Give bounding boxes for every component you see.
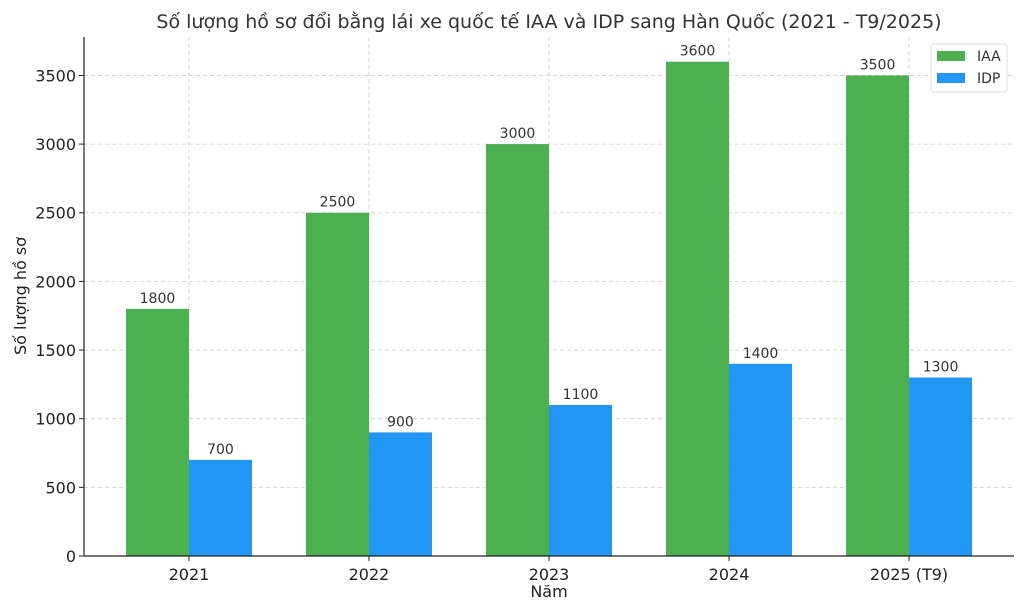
- y-tick-label: 0: [66, 547, 76, 566]
- x-tick-label: 2023: [529, 565, 570, 584]
- x-tick-label: 2025 (T9): [870, 565, 948, 584]
- data-label-iaa: 2500: [320, 195, 356, 211]
- x-axis-label: Năm: [530, 582, 567, 601]
- bar-iaa: [846, 75, 910, 556]
- data-label-iaa: 1800: [140, 291, 176, 307]
- data-label-iaa: 3500: [860, 57, 896, 73]
- bar-idp: [188, 459, 252, 556]
- bars: [125, 61, 973, 556]
- chart-title: Số lượng hồ sơ đổi bằng lái xe quốc tế I…: [156, 10, 941, 33]
- data-label-idp: 900: [387, 414, 414, 430]
- data-label-idp: 1100: [563, 387, 599, 403]
- bar-idp: [368, 432, 432, 556]
- bar-idp: [549, 404, 612, 556]
- y-tick-label: 500: [45, 478, 76, 497]
- y-tick-label: 3500: [35, 66, 76, 85]
- bar-idp: [729, 363, 793, 556]
- bar-iaa: [305, 212, 369, 556]
- x-tick-label: 2022: [349, 565, 390, 584]
- bar-iaa: [486, 144, 549, 556]
- data-label-idp: 1300: [923, 360, 959, 376]
- legend-swatch-iaa: [937, 51, 965, 61]
- bar-iaa: [125, 308, 189, 556]
- data-label-idp: 1400: [743, 346, 779, 362]
- bar-idp: [909, 377, 973, 556]
- data-label-idp: 700: [207, 442, 234, 458]
- legend-label-iaa: IAA: [977, 49, 1001, 65]
- y-axis-label: Số lượng hồ sơ: [11, 237, 30, 355]
- legend-label-idp: IDP: [977, 71, 1000, 87]
- y-tick-label: 2500: [35, 204, 76, 223]
- x-tick-label: 2024: [709, 565, 750, 584]
- y-tick-label: 3000: [35, 135, 76, 154]
- y-tick-label: 1000: [35, 410, 76, 429]
- data-label-iaa: 3000: [500, 126, 536, 142]
- axes: 0 500 1000 1500 2000 2500 3000 3500 2021 2022 2023…: [35, 37, 1014, 584]
- y-tick-label: 1500: [35, 341, 76, 360]
- data-label-iaa: 3600: [680, 44, 716, 60]
- data-labels: 1800 2500 3000 3600 3500 700 900 1100 1400 1300: [140, 44, 959, 458]
- legend: IAA IDP: [930, 43, 1008, 93]
- y-tick-label: 2000: [35, 272, 76, 291]
- x-tick-label: 2021: [169, 565, 210, 584]
- bar-iaa: [666, 61, 730, 556]
- legend-swatch-idp: [937, 73, 965, 83]
